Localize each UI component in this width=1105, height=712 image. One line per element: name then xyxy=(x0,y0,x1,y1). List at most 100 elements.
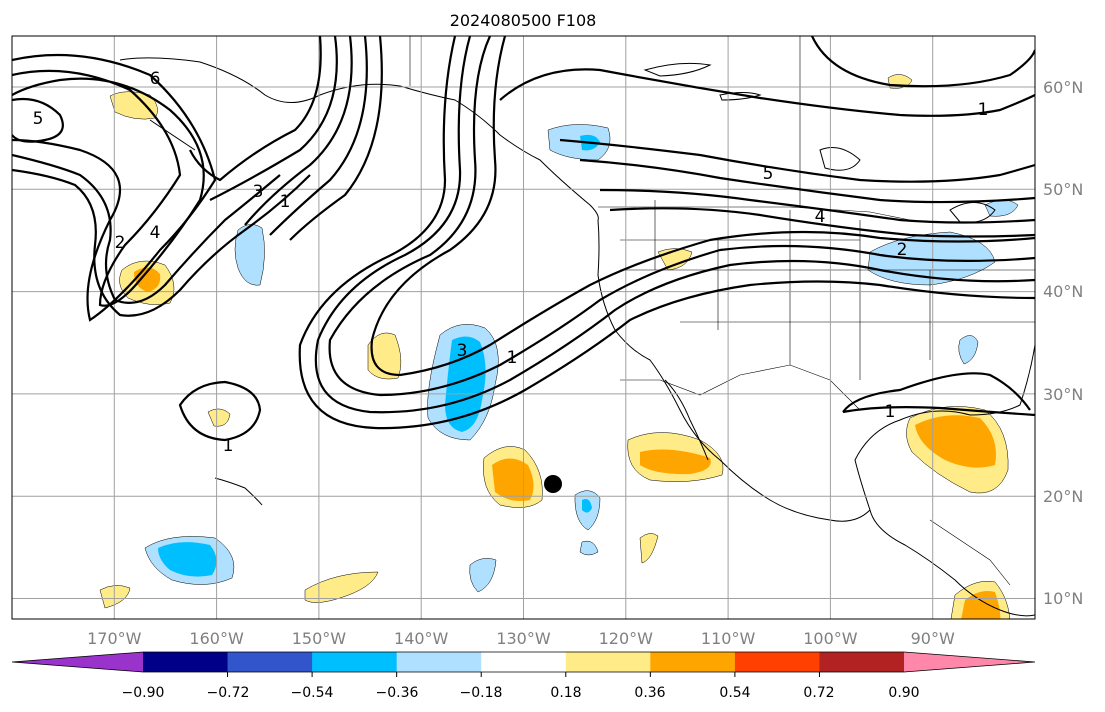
contour-arc-4 xyxy=(269,36,368,236)
colorbar-bin xyxy=(650,652,736,672)
anomaly-positive-9b xyxy=(915,415,996,468)
contour-label-8: 1 xyxy=(507,348,518,368)
location-marker xyxy=(544,475,562,493)
colorbar-tick-label: −0.72 xyxy=(207,685,250,701)
anomaly-positive-7 xyxy=(639,533,659,564)
colorbar-bin xyxy=(143,652,229,672)
figure-title: 2024080500 F108 xyxy=(450,11,597,30)
contour-trough-4 xyxy=(298,36,1035,430)
colorbar-tick-label: 0.18 xyxy=(550,685,581,701)
contour-label-13: 1 xyxy=(223,436,234,456)
lon-tick-label: 90°W xyxy=(911,629,955,648)
contour-trough-2 xyxy=(314,36,1035,414)
contour-label-5: 2 xyxy=(115,233,126,253)
contour-trough-3 xyxy=(370,36,1035,377)
lon-tick-labels: 170°W 160°W 150°W 140°W 130°W 120°W 110°… xyxy=(87,629,955,648)
lat-tick-label: 40°N xyxy=(1043,282,1083,301)
contour-label-1: 5 xyxy=(33,109,44,129)
contour-north-4 xyxy=(599,188,1035,224)
contour-label-4: 1 xyxy=(280,192,291,212)
anomaly-negative-8 xyxy=(958,335,979,365)
contour-nw-1 xyxy=(12,53,217,322)
lon-tick-label: 170°W xyxy=(87,629,142,648)
lat-tick-label: 20°N xyxy=(1043,487,1083,506)
contour-gulf-2 xyxy=(842,406,1035,417)
contour-label-14: 1 xyxy=(885,402,896,422)
contour-arc-1 xyxy=(189,36,322,182)
colorbar-tick-label: −0.90 xyxy=(122,685,165,701)
contour-north-5 xyxy=(609,207,1035,238)
coastlines xyxy=(119,57,1035,617)
contour-north-2 xyxy=(559,138,1035,183)
lon-tick-label: 140°W xyxy=(394,629,449,648)
lon-tick-label: 110°W xyxy=(701,629,756,648)
contour-north-3 xyxy=(579,158,1035,204)
contour-label-3: 3 xyxy=(253,182,264,202)
colorbar-tick-label: −0.18 xyxy=(460,685,503,701)
contour-nw-4 xyxy=(12,168,311,317)
contour-arc-2 xyxy=(209,36,338,201)
contour-nw-2 xyxy=(12,69,205,307)
colorbar-outline xyxy=(11,651,1036,673)
anomaly-positive-4 xyxy=(367,332,402,380)
anomaly-positive-12 xyxy=(304,571,379,603)
colorbar-bin xyxy=(227,652,313,672)
colorbar-tick-labels: −0.90 −0.72 −0.54 −0.36 −0.18 0.18 0.36 … xyxy=(122,685,920,701)
colorbar-tick-label: −0.36 xyxy=(376,685,419,701)
contour-label-7: 3 xyxy=(457,341,468,361)
anomaly-positive-11 xyxy=(99,585,131,609)
colorbar-bin xyxy=(734,652,820,672)
colorbar xyxy=(11,651,1036,677)
anomaly-negative-4b xyxy=(582,499,592,513)
contour-label-12: 1 xyxy=(978,100,989,120)
colorbar-tick-label: 0.72 xyxy=(803,685,834,701)
lon-tick-label: 150°W xyxy=(292,629,347,648)
colorbar-tick-label: 0.36 xyxy=(634,685,665,701)
map-frame xyxy=(11,35,1036,620)
contour-label-2: 6 xyxy=(150,69,161,89)
anomaly-negative-10 xyxy=(469,558,497,593)
anomaly-positive-3 xyxy=(207,408,231,427)
gridlines xyxy=(12,36,1035,619)
colorbar-bin xyxy=(481,652,567,672)
lon-tick-label: 130°W xyxy=(496,629,551,648)
anomaly-negative-5 xyxy=(579,540,599,556)
contours xyxy=(12,36,1035,442)
colorbar-tick-label: 0.54 xyxy=(719,685,750,701)
contour-label-9: 5 xyxy=(763,164,774,184)
lat-tick-labels: 10°N 20°N 30°N 40°N 50°N 60°N xyxy=(1043,78,1083,608)
colorbar-bin xyxy=(819,652,905,672)
contour-label-10: 4 xyxy=(815,207,826,227)
shaded-anomalies xyxy=(99,74,1019,619)
anomaly-negative-9b xyxy=(158,542,217,577)
lon-tick-label: 120°W xyxy=(599,629,654,648)
lat-tick-label: 10°N xyxy=(1043,589,1083,608)
contour-arc-5 xyxy=(289,36,383,241)
contour-nw-5 xyxy=(12,97,64,143)
contour-trough-1 xyxy=(328,36,1035,397)
contour-arc-3 xyxy=(244,36,353,226)
contour-hawaii xyxy=(178,380,262,442)
colorbar-tick-label: 0.90 xyxy=(888,685,919,701)
contour-label-6: 4 xyxy=(150,223,161,243)
contour-label-11: 2 xyxy=(897,240,908,260)
lon-tick-label: 160°W xyxy=(189,629,244,648)
lat-tick-label: 60°N xyxy=(1043,78,1083,97)
colorbar-bin xyxy=(396,652,482,672)
colorbar-bin xyxy=(565,652,651,672)
contour-labels: 5 6 3 1 2 4 3 1 5 4 2 1 1 1 xyxy=(33,69,989,456)
borders xyxy=(409,36,1035,586)
anomaly-positive-1 xyxy=(109,91,158,120)
colorbar-tick-label: −0.54 xyxy=(291,685,334,701)
anomaly-negative-1 xyxy=(234,224,265,286)
colorbar-extend-low xyxy=(12,652,143,672)
contour-ne-circle xyxy=(811,36,1035,88)
contour-north-1 xyxy=(499,68,1035,117)
contour-gulf xyxy=(842,372,1031,413)
colorbar-bin xyxy=(312,652,398,672)
lat-tick-label: 30°N xyxy=(1043,385,1083,404)
contour-nw-3 xyxy=(12,153,281,304)
lon-tick-label: 100°W xyxy=(803,629,858,648)
map-panel: 5 6 3 1 2 4 3 1 5 4 2 1 1 1 xyxy=(12,36,1035,619)
